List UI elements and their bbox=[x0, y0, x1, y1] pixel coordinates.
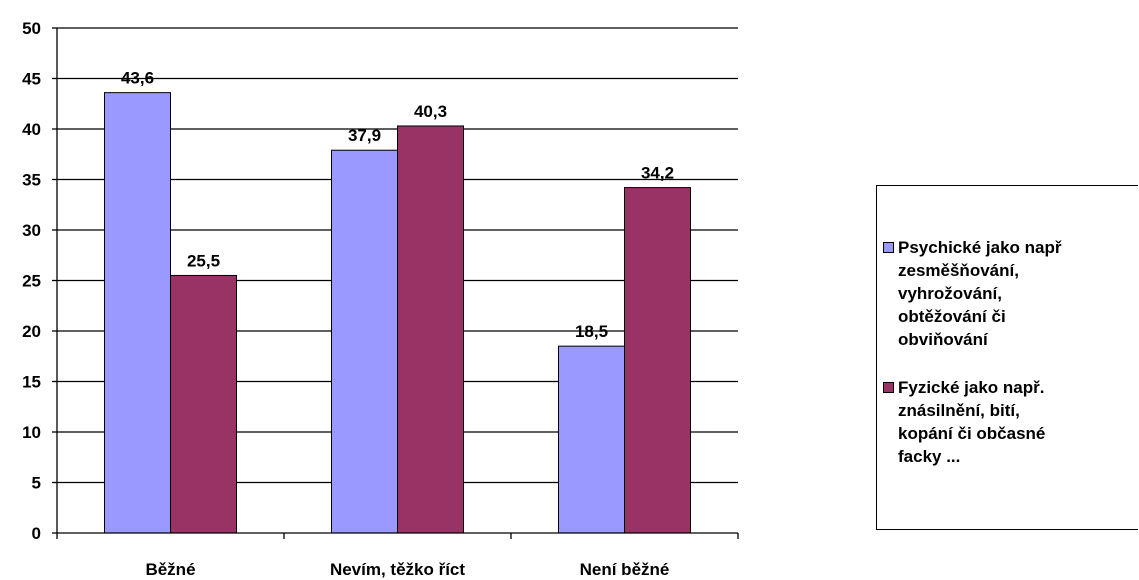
data-label: 37,9 bbox=[348, 126, 381, 145]
y-tick-label: 5 bbox=[32, 474, 41, 493]
data-label: 18,5 bbox=[575, 322, 608, 341]
bar bbox=[558, 345, 625, 534]
y-tick-label: 40 bbox=[22, 120, 41, 139]
x-tick-label: Nevím, těžko říct bbox=[330, 560, 465, 579]
y-tick-label: 35 bbox=[22, 171, 41, 190]
bar bbox=[624, 187, 691, 534]
y-tick-label: 30 bbox=[22, 221, 41, 240]
data-label: 43,6 bbox=[121, 69, 154, 88]
y-tick-label: 25 bbox=[22, 272, 41, 291]
legend-swatch-psychicke bbox=[883, 242, 894, 253]
x-tick-label: Není běžné bbox=[580, 560, 670, 579]
legend-item-fyzicke: Fyzické jako např. znásilnění, bití, kop… bbox=[883, 376, 1045, 468]
y-tick-label: 20 bbox=[22, 322, 41, 341]
data-label: 25,5 bbox=[187, 251, 220, 270]
bar bbox=[170, 274, 237, 534]
chart-legend: Psychické jako např zesměšňování, vyhrož… bbox=[876, 185, 1138, 530]
legend-label-fyzicke: Fyzické jako např. znásilnění, bití, kop… bbox=[898, 378, 1046, 466]
legend-swatch-fyzicke bbox=[883, 382, 894, 393]
y-tick-label: 50 bbox=[22, 19, 41, 38]
data-label: 40,3 bbox=[414, 102, 447, 121]
bar bbox=[104, 92, 171, 534]
y-tick-label: 45 bbox=[22, 70, 41, 89]
bar bbox=[397, 125, 464, 534]
bar bbox=[331, 149, 398, 534]
legend-item-psychicke: Psychické jako např zesměšňování, vyhrož… bbox=[883, 236, 1061, 351]
y-tick-label: 15 bbox=[22, 373, 41, 392]
y-tick-label: 10 bbox=[22, 423, 41, 442]
legend-label-psychicke: Psychické jako např zesměšňování, vyhrož… bbox=[898, 238, 1062, 349]
x-tick-label: Běžné bbox=[145, 560, 195, 579]
data-label: 34,2 bbox=[641, 164, 674, 183]
y-tick-label: 0 bbox=[32, 524, 41, 543]
